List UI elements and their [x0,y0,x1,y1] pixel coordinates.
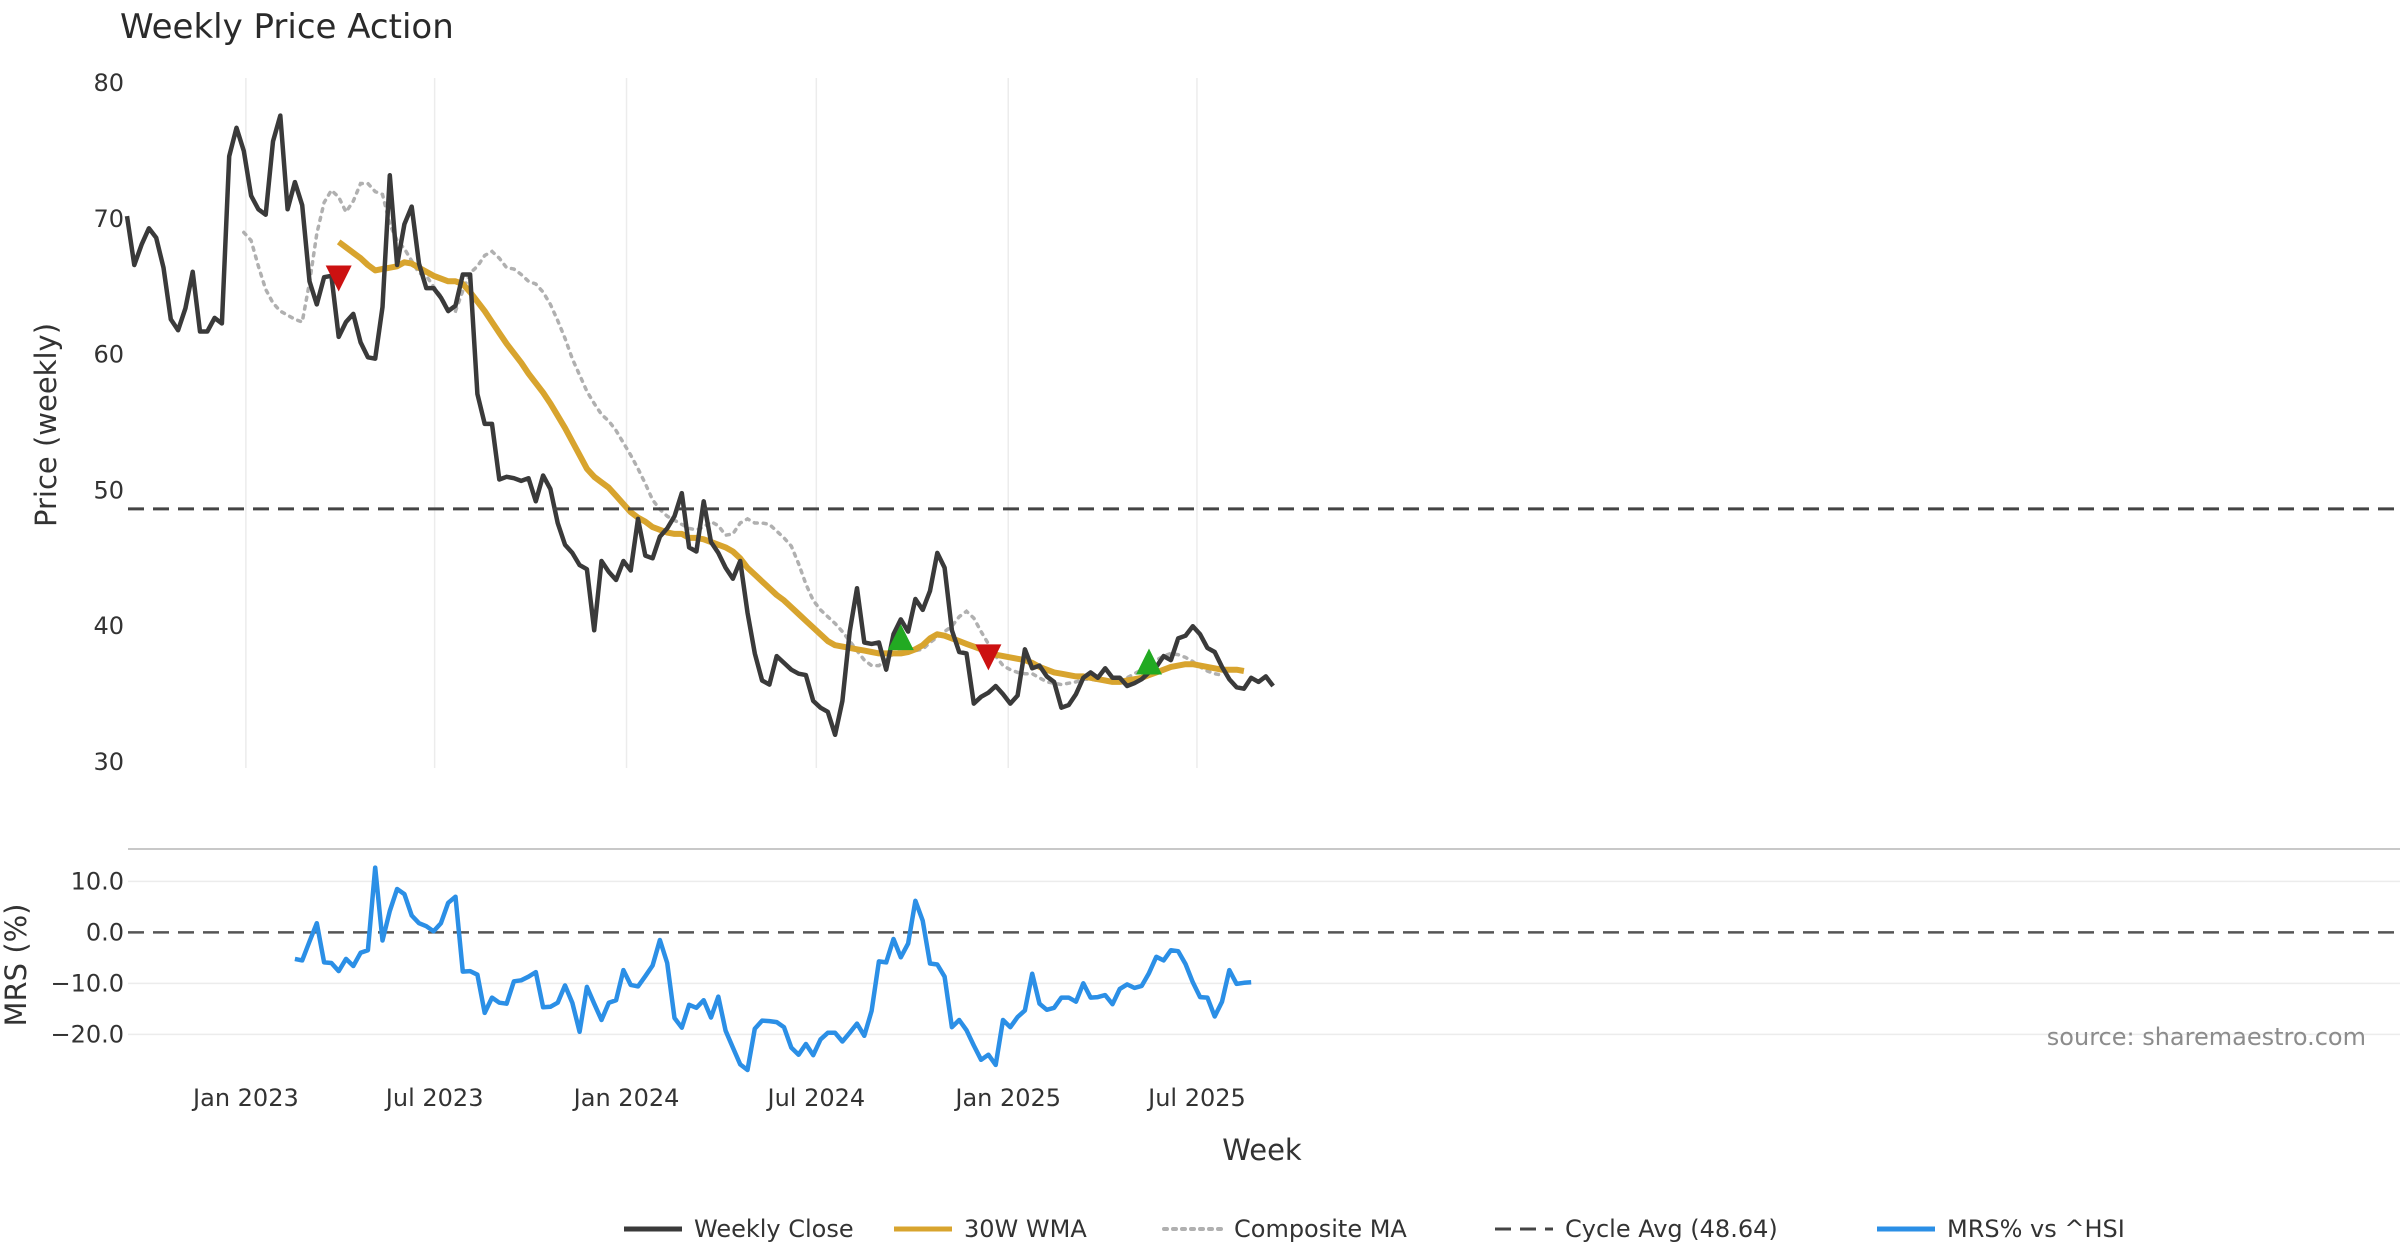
mrs-line [294,865,1252,1073]
x-ticks: Jan 2023 Jul 2023 Jan 2024 Jul 2024 Jan 2025… [191,1084,1246,1112]
price-y-ticks: 30 40 50 60 70 80 [93,69,124,776]
legend-label: MRS% vs ^HSI [1947,1215,2125,1243]
wma-30w-line [336,239,1245,685]
price-series [124,113,2400,738]
buy-signal-marker [887,624,914,651]
price-y-tick-label: 70 [93,205,124,233]
composite-ma-line [242,181,1224,687]
legend: Weekly Close 30W WMA Composite MA Cycle Avg… [624,1215,2125,1243]
legend-label: Weekly Close [694,1215,854,1243]
x-tick-label: Jul 2025 [1146,1084,1246,1112]
legend-label: Cycle Avg (48.64) [1565,1215,1778,1243]
source-note: source: sharemaestro.com [2047,1023,2366,1051]
x-tick-label: Jan 2025 [953,1084,1061,1112]
signal-markers [325,265,1162,675]
price-y-tick-label: 80 [93,69,124,97]
price-y-tick-label: 60 [93,341,124,369]
legend-label: Composite MA [1234,1215,1407,1243]
weekly-close-line [124,113,1275,738]
sell-signal-marker [975,644,1002,671]
price-grid [245,78,1198,768]
mrs-y-axis-label: MRS (%) [0,904,33,1027]
x-tick-label: Jul 2024 [765,1084,865,1112]
mrs-grid [128,880,2400,1036]
price-y-tick-label: 50 [93,476,124,504]
price-y-axis-label: Price (weekly) [29,323,63,527]
mrs-y-tick-label: −10.0 [50,969,124,997]
mrs-y-tick-label: −20.0 [50,1020,124,1048]
buy-signal-marker [1136,648,1162,675]
mrs-y-tick-label: 10.0 [71,867,124,895]
price-y-tick-label: 30 [93,748,124,776]
chart-title: Weekly Price Action [120,7,454,47]
sell-signal-marker [325,265,352,292]
mrs-y-tick-label: 0.0 [86,918,124,946]
legend-label: 30W WMA [964,1215,1087,1243]
price-y-tick-label: 40 [93,612,124,640]
mrs-y-ticks: 10.0 0.0 −10.0 −20.0 [50,867,124,1048]
x-tick-label: Jan 2023 [191,1084,299,1112]
x-tick-label: Jan 2024 [572,1084,680,1112]
x-tick-label: Jul 2023 [384,1084,484,1112]
mrs-series [128,865,2400,1073]
x-axis-label: Week [1222,1133,1302,1167]
